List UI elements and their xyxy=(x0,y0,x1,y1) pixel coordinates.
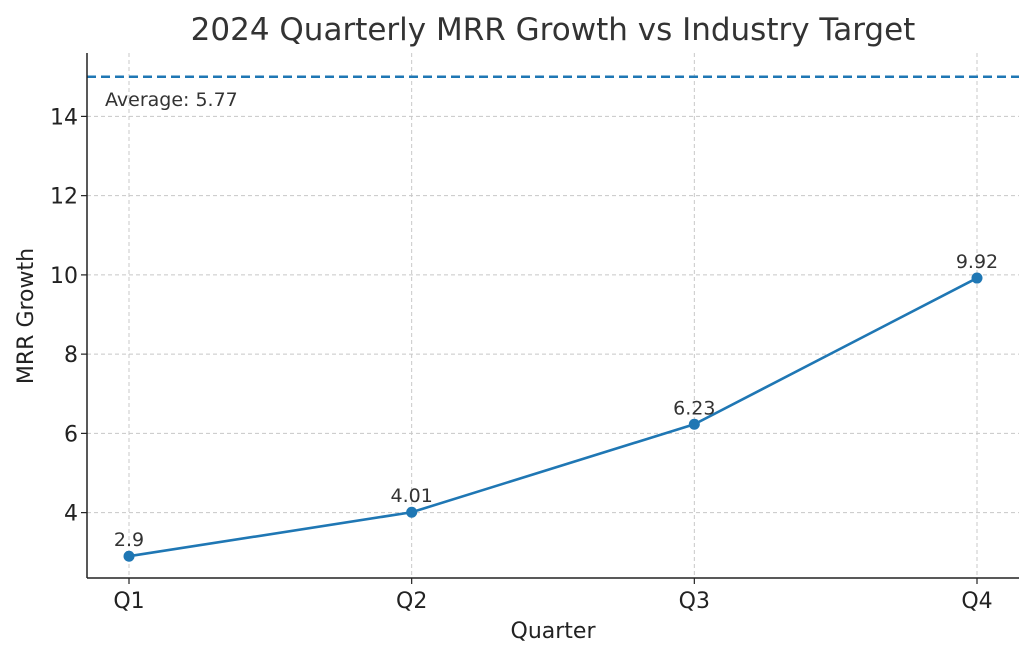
average-annotation: Average: 5.77 xyxy=(105,89,238,111)
x-tick-label: Q3 xyxy=(679,589,710,614)
y-tick-label: 6 xyxy=(64,422,78,447)
y-tick-label: 8 xyxy=(64,343,78,368)
x-axis-label: Quarter xyxy=(511,619,597,644)
y-tick-label: 4 xyxy=(64,502,78,527)
y-ticks: 4 6 8 10 12 14 xyxy=(50,105,87,527)
y-tick-label: 14 xyxy=(50,105,78,130)
x-ticks: Q1 Q2 Q3 Q4 xyxy=(113,578,993,614)
data-label: 4.01 xyxy=(391,485,433,507)
chart-title: 2024 Quarterly MRR Growth vs Industry Ta… xyxy=(191,12,916,48)
data-point xyxy=(688,418,700,430)
x-tick-label: Q4 xyxy=(961,589,992,614)
x-tick-label: Q1 xyxy=(113,589,144,614)
grid xyxy=(87,53,1019,578)
data-label: 6.23 xyxy=(673,397,715,419)
y-axis-label: MRR Growth xyxy=(14,248,39,384)
data-point xyxy=(406,506,418,518)
data-point xyxy=(971,272,983,284)
series-line xyxy=(128,276,978,558)
series-group: 2.9 4.01 6.23 9.92 xyxy=(114,251,998,562)
x-tick-label: Q2 xyxy=(396,589,427,614)
data-label: 2.9 xyxy=(114,529,144,551)
y-tick-label: 12 xyxy=(50,185,78,210)
data-point xyxy=(123,550,135,562)
y-tick-label: 10 xyxy=(50,264,78,289)
data-label: 9.92 xyxy=(956,251,998,273)
